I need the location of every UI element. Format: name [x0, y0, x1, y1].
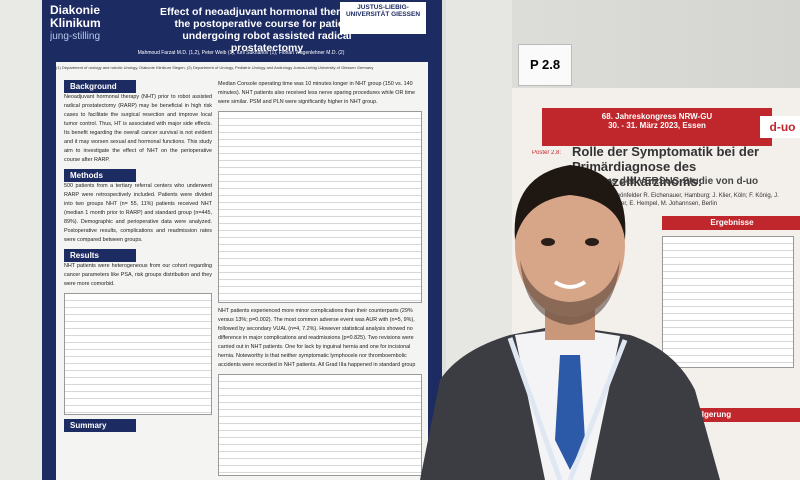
authors: R. Schönfelder R. Eichenauer, Hamburg; J… — [602, 193, 779, 207]
tie — [555, 355, 585, 470]
eye — [585, 238, 599, 246]
results-table — [64, 293, 212, 415]
section-heading: Ergebnisse — [662, 216, 800, 230]
poster-subtitle: …ten aus der VERSUS-Studie von d-uo — [572, 176, 759, 187]
face — [515, 173, 625, 317]
logo: d-uo — [760, 116, 800, 138]
smile — [553, 280, 587, 289]
column-2: Median Console operating time was 10 min… — [218, 80, 422, 480]
beard — [520, 260, 620, 325]
section-heading: Background — [64, 80, 136, 93]
poster-label: Poster 2.8: — [532, 150, 562, 156]
results-table — [662, 236, 794, 368]
complications-table — [218, 374, 422, 476]
section-text: 500 patients from a tertiary referral ce… — [64, 183, 212, 243]
text: jung-stilling — [50, 31, 101, 42]
section-text: NHT patients were heterogeneous from our… — [64, 263, 212, 287]
lanyard — [507, 337, 628, 480]
congress-banner: 68. Jahreskongress NRW-GU 30. - 31. März … — [542, 108, 772, 146]
board-number: P 2.8 — [518, 44, 572, 86]
section-text: Neoadjuvant hormonal therapy (NHT) prior… — [64, 94, 212, 163]
section-heading: Methods — [64, 169, 136, 182]
section-heading: Summary — [64, 419, 136, 432]
text: Diakonie Klinikum — [50, 4, 101, 30]
eye — [541, 238, 555, 246]
poster-edge — [0, 0, 42, 480]
text: 30. - 31. März 2023, Essen — [608, 121, 706, 130]
person — [420, 165, 720, 480]
section-heading: Results — [64, 249, 136, 262]
authors: Mahmoud Farzat M.D. (1,2), Peter Weib (1… — [137, 50, 345, 56]
affiliations: (1) Department of urology and robotic Ur… — [56, 65, 374, 70]
poster-body: Mahmoud Farzat M.D. (1,2), Peter Weib (1… — [56, 50, 428, 480]
text: 68. Jahreskongress NRW-GU — [601, 112, 713, 121]
left-poster: Diakonie Klinikum jung-stilling Effect of… — [42, 0, 442, 480]
results-table — [218, 111, 422, 303]
poster-title: Effect of neoadjuvant hormonal therapy o… — [159, 6, 375, 54]
logo: Diakonie Klinikum jung-stilling — [50, 4, 150, 43]
results-text: Median Console operating time was 10 min… — [218, 81, 416, 105]
column-1: Background Neoadjuvant hormonal therapy … — [64, 80, 212, 480]
hair — [514, 165, 626, 240]
results-text: NHT patients experienced more minor comp… — [218, 308, 416, 368]
university-logo: JUSTUS-LIEBIG-UNIVERSITÄT GIESSEN — [340, 2, 426, 34]
